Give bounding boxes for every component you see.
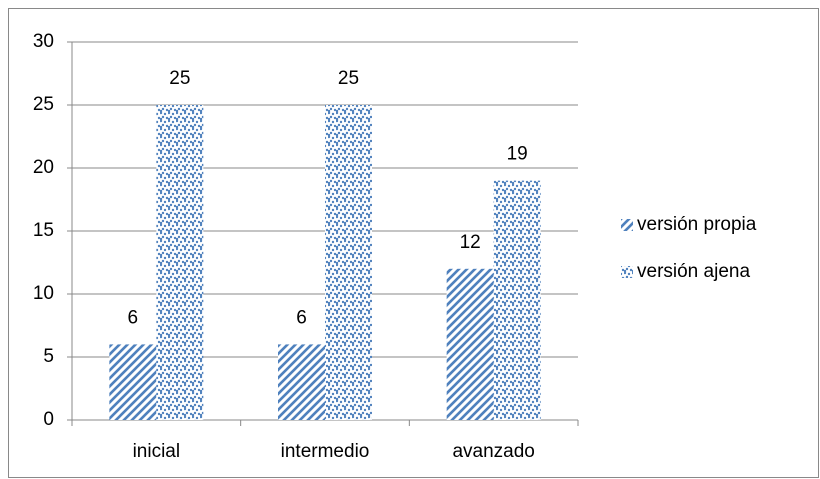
bar: [493, 180, 541, 420]
bar: [109, 344, 157, 420]
y-tick-label: 30: [33, 31, 54, 52]
data-label: 6: [296, 307, 307, 328]
chart-frame: [8, 8, 819, 478]
bar: [446, 268, 494, 420]
data-label: 25: [169, 68, 190, 89]
bar: [325, 105, 372, 420]
data-label: 12: [460, 232, 481, 253]
legend-label: versión ajena: [637, 261, 750, 282]
legend-label: versión propia: [637, 214, 757, 235]
y-tick-label: 20: [33, 157, 54, 178]
x-tick-label: inicial: [133, 441, 181, 462]
x-tick-label: avanzado: [452, 441, 534, 462]
legend-swatch: [621, 219, 633, 231]
data-label: 25: [338, 68, 359, 89]
data-label: 19: [507, 144, 528, 165]
legend-swatch: [621, 266, 633, 278]
data-label: 6: [128, 307, 139, 328]
bar: [156, 105, 204, 420]
y-tick-label: 25: [33, 94, 54, 115]
bar: [278, 344, 325, 420]
y-tick-label: 15: [33, 220, 54, 241]
y-tick-label: 10: [33, 283, 54, 304]
y-tick-label: 0: [43, 409, 54, 430]
y-tick-label: 5: [43, 346, 54, 367]
x-tick-label: intermedio: [281, 441, 370, 462]
